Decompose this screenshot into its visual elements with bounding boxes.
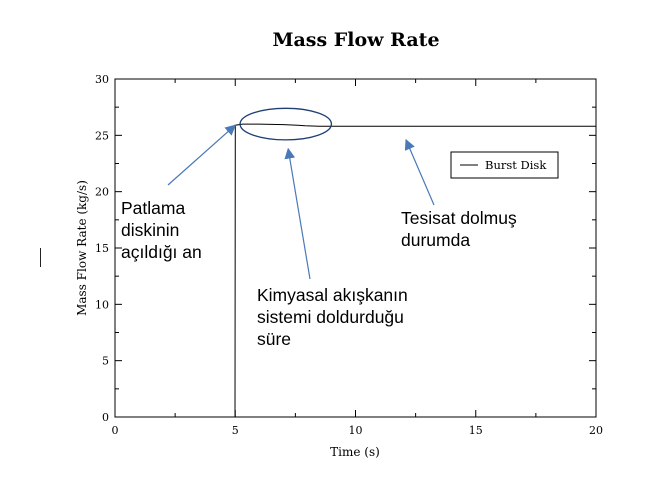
annotation-arrow: [404, 138, 435, 206]
annotation-text-line: sistemi doldurduğu: [257, 307, 404, 327]
y-tick-label: 10: [95, 298, 109, 311]
annotation-text-line: açıldığı an: [121, 242, 202, 262]
annotation-arrow: [167, 124, 237, 186]
y-axis-label: Mass Flow Rate (kg/s): [75, 180, 89, 316]
annotation-text-line: Patlama: [121, 198, 185, 218]
legend: Burst Disk: [450, 151, 559, 179]
y-tick-label: 20: [95, 186, 109, 199]
y-tick-label: 0: [102, 411, 109, 424]
series-line-burst-disk: [115, 123, 596, 418]
x-tick-label: 15: [469, 424, 483, 437]
annotation-text-line: durumda: [401, 230, 470, 250]
annotation-text-line: süre: [257, 329, 291, 349]
x-tick-label: 5: [232, 424, 239, 437]
annotation-arrow: [284, 147, 311, 280]
y-tick-label: 15: [95, 242, 109, 255]
y-tick-label: 30: [95, 73, 109, 86]
text-cursor: [40, 248, 41, 267]
chart-title: Mass Flow Rate: [272, 29, 439, 51]
y-tick-label: 25: [95, 129, 109, 142]
x-tick-label: 0: [112, 424, 119, 437]
annotation-text-line: Kimyasal akışkanın: [257, 285, 408, 305]
y-tick-label: 5: [102, 355, 109, 368]
x-tick-label: 20: [589, 424, 603, 437]
highlight-ellipse: [239, 107, 333, 141]
annotation-text-line: Tesisat dolmuş: [401, 208, 517, 228]
annotation-text-line: diskinin: [121, 220, 179, 240]
x-tick-label: 10: [349, 424, 363, 437]
x-axis-label: Time (s): [330, 445, 380, 459]
legend-label: Burst Disk: [485, 158, 547, 172]
